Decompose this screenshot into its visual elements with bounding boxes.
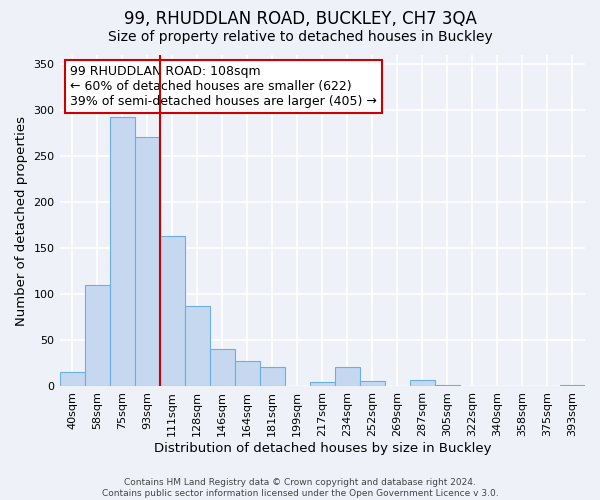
- Bar: [110, 116, 134, 386]
- Bar: [185, 306, 209, 386]
- Bar: [235, 360, 260, 386]
- Text: Size of property relative to detached houses in Buckley: Size of property relative to detached ho…: [107, 30, 493, 44]
- Bar: [335, 367, 360, 386]
- Bar: [260, 367, 285, 386]
- Bar: [560, 384, 585, 386]
- Bar: [209, 348, 235, 387]
- Bar: [85, 285, 110, 386]
- Bar: [134, 137, 160, 386]
- Text: 99, RHUDDLAN ROAD, BUCKLEY, CH7 3QA: 99, RHUDDLAN ROAD, BUCKLEY, CH7 3QA: [124, 10, 476, 28]
- Bar: [59, 372, 85, 386]
- Y-axis label: Number of detached properties: Number of detached properties: [15, 116, 28, 326]
- Text: 99 RHUDDLAN ROAD: 108sqm
← 60% of detached houses are smaller (622)
39% of semi-: 99 RHUDDLAN ROAD: 108sqm ← 60% of detach…: [70, 65, 377, 108]
- Text: Contains HM Land Registry data © Crown copyright and database right 2024.
Contai: Contains HM Land Registry data © Crown c…: [101, 478, 499, 498]
- Bar: [410, 380, 435, 386]
- X-axis label: Distribution of detached houses by size in Buckley: Distribution of detached houses by size …: [154, 442, 491, 455]
- Bar: [160, 236, 185, 386]
- Bar: [360, 381, 385, 386]
- Bar: [435, 384, 460, 386]
- Bar: [310, 382, 335, 386]
